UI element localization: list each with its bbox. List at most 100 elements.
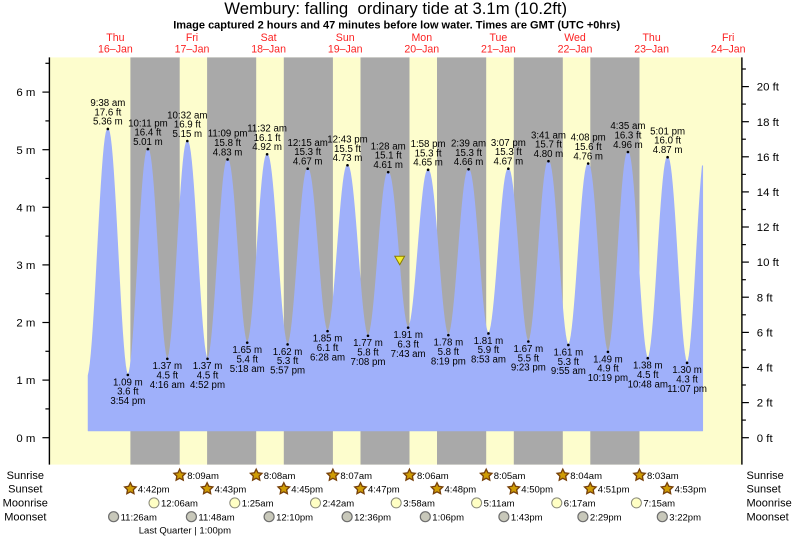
svg-text:12:43 pm: 12:43 pm (327, 134, 367, 145)
svg-text:10:19 pm: 10:19 pm (588, 373, 628, 384)
svg-text:16.4 ft: 16.4 ft (134, 128, 161, 139)
svg-text:7:15am: 7:15am (643, 499, 675, 510)
svg-text:4.67 m: 4.67 m (293, 157, 323, 168)
svg-text:15.1 ft: 15.1 ft (375, 151, 402, 162)
svg-text:9:38 am: 9:38 am (90, 98, 125, 109)
svg-text:Sunrise: Sunrise (7, 470, 44, 482)
svg-text:1 m: 1 m (16, 375, 35, 387)
svg-text:3:58am: 3:58am (403, 499, 435, 510)
svg-text:16–Jan: 16–Jan (98, 43, 133, 55)
svg-text:5.01 m: 5.01 m (133, 137, 163, 148)
svg-text:4.80 m: 4.80 m (534, 149, 564, 160)
svg-text:19–Jan: 19–Jan (328, 43, 363, 55)
svg-text:3:07 pm: 3:07 pm (491, 138, 526, 149)
svg-text:8:53 am: 8:53 am (471, 355, 506, 366)
svg-text:5 m: 5 m (16, 145, 35, 157)
svg-text:8:05am: 8:05am (494, 471, 526, 482)
svg-text:4.87 m: 4.87 m (653, 145, 683, 156)
svg-text:0 m: 0 m (16, 433, 35, 445)
svg-text:1.62 m: 1.62 m (273, 347, 303, 358)
svg-text:8:07am: 8:07am (340, 471, 372, 482)
svg-text:4:35 am: 4:35 am (610, 121, 645, 132)
svg-text:4.5 ft: 4.5 ft (157, 371, 179, 382)
svg-text:21–Jan: 21–Jan (481, 43, 516, 55)
svg-text:Moonset: Moonset (4, 512, 46, 524)
svg-text:0 ft: 0 ft (757, 433, 774, 445)
svg-text:15.3 ft: 15.3 ft (495, 147, 522, 158)
svg-text:10:48 am: 10:48 am (628, 379, 668, 390)
svg-text:4:45pm: 4:45pm (291, 485, 323, 496)
svg-text:4.83 m: 4.83 m (213, 147, 243, 158)
svg-text:5:18 am: 5:18 am (230, 364, 265, 375)
svg-text:8:09am: 8:09am (187, 471, 219, 482)
svg-text:1.77 m: 1.77 m (353, 338, 383, 349)
svg-text:1.65 m: 1.65 m (232, 345, 262, 356)
svg-text:6 m: 6 m (16, 87, 35, 99)
svg-text:24–Jan: 24–Jan (711, 43, 746, 55)
svg-text:1.38 m: 1.38 m (633, 361, 663, 372)
svg-text:16.0 ft: 16.0 ft (654, 136, 681, 147)
svg-text:Thu: Thu (106, 32, 124, 44)
svg-text:1.37 m: 1.37 m (153, 361, 183, 372)
svg-text:5:11am: 5:11am (484, 499, 515, 510)
svg-text:1:28 am: 1:28 am (371, 141, 406, 152)
svg-text:10:32 am: 10:32 am (167, 110, 207, 121)
svg-text:6.1 ft: 6.1 ft (317, 343, 339, 354)
svg-text:Fri: Fri (186, 32, 198, 44)
svg-text:3:22pm: 3:22pm (669, 513, 701, 524)
svg-text:4.9 ft: 4.9 ft (597, 364, 619, 375)
svg-text:4:50pm: 4:50pm (521, 485, 553, 496)
svg-text:5.15 m: 5.15 m (173, 129, 203, 140)
svg-text:1.49 m: 1.49 m (593, 354, 623, 365)
svg-text:5.36 m: 5.36 m (93, 117, 123, 128)
svg-text:4.67 m: 4.67 m (494, 157, 524, 168)
svg-text:12:06am: 12:06am (161, 499, 198, 510)
svg-text:5.5 ft: 5.5 ft (518, 353, 540, 364)
svg-text:9:55 am: 9:55 am (551, 366, 586, 377)
svg-text:5:01 pm: 5:01 pm (650, 126, 685, 137)
svg-text:8:19 pm: 8:19 pm (431, 356, 466, 367)
svg-text:4.92 m: 4.92 m (252, 142, 282, 153)
svg-text:5.3 ft: 5.3 ft (277, 356, 299, 367)
svg-text:15.8 ft: 15.8 ft (214, 138, 241, 149)
svg-text:8:04am: 8:04am (570, 471, 602, 482)
svg-text:4.96 m: 4.96 m (613, 140, 643, 151)
svg-text:15.3 ft: 15.3 ft (455, 148, 482, 159)
svg-text:6 ft: 6 ft (757, 328, 774, 340)
svg-text:4:51pm: 4:51pm (598, 485, 630, 496)
svg-text:9:23 pm: 9:23 pm (511, 363, 546, 374)
svg-text:Last Quarter | 1:00pm: Last Quarter | 1:00pm (139, 525, 231, 536)
svg-text:Sun: Sun (336, 32, 355, 44)
svg-text:11:32 am: 11:32 am (247, 124, 287, 135)
svg-text:4:43pm: 4:43pm (215, 485, 247, 496)
svg-text:1:06pm: 1:06pm (432, 513, 464, 524)
svg-text:Tue: Tue (489, 32, 507, 44)
svg-text:Wembury: falling ordinary tid: Wembury: falling ordinary tide at 3.1m (… (224, 0, 567, 18)
svg-text:1:25am: 1:25am (242, 499, 274, 510)
svg-text:4:53pm: 4:53pm (675, 485, 707, 496)
svg-text:4.5 ft: 4.5 ft (637, 370, 659, 381)
svg-text:4:42pm: 4:42pm (138, 485, 170, 496)
svg-text:1.09 m: 1.09 m (113, 377, 143, 388)
svg-text:17–Jan: 17–Jan (175, 43, 210, 55)
svg-text:12:10pm: 12:10pm (276, 513, 313, 524)
svg-text:1:43pm: 1:43pm (511, 513, 543, 524)
svg-text:1.37 m: 1.37 m (193, 361, 223, 372)
svg-text:20–Jan: 20–Jan (404, 43, 439, 55)
svg-text:4.61 m: 4.61 m (373, 160, 403, 171)
svg-text:16.9 ft: 16.9 ft (174, 120, 201, 131)
svg-text:4:48pm: 4:48pm (445, 485, 477, 496)
svg-text:1.81 m: 1.81 m (474, 336, 504, 347)
svg-text:2 ft: 2 ft (757, 398, 774, 410)
svg-text:Wed: Wed (564, 32, 586, 44)
svg-text:4.65 m: 4.65 m (413, 158, 443, 169)
svg-text:1.91 m: 1.91 m (393, 330, 423, 341)
svg-text:6:28 am: 6:28 am (310, 352, 345, 363)
svg-text:3 m: 3 m (16, 260, 35, 272)
svg-text:15.3 ft: 15.3 ft (294, 147, 321, 158)
svg-text:1.67 m: 1.67 m (514, 344, 544, 355)
svg-text:2 m: 2 m (16, 318, 35, 330)
svg-text:20 ft: 20 ft (757, 82, 780, 94)
svg-text:15.6 ft: 15.6 ft (575, 142, 602, 153)
svg-text:4:16 am: 4:16 am (150, 380, 185, 391)
